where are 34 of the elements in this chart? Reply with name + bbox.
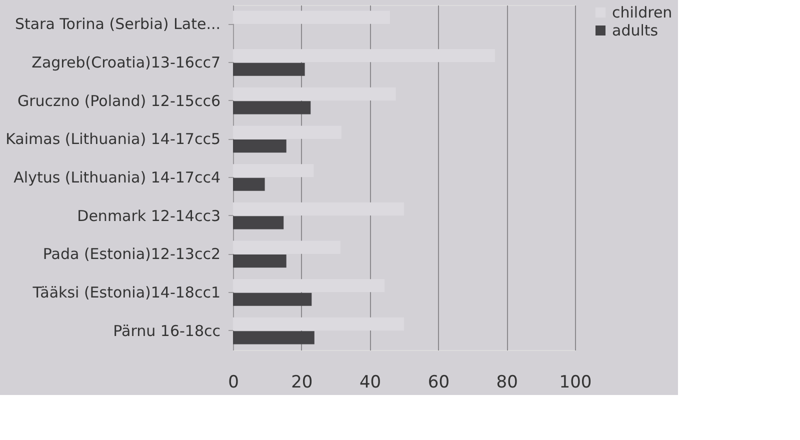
x-tick-label: 60	[428, 372, 450, 392]
y-tick-label: Gruczno (Poland) 12-15cc6	[17, 92, 220, 110]
bar	[233, 140, 286, 153]
bar	[233, 240, 340, 254]
x-tick-label: 100	[559, 372, 592, 392]
bar	[233, 10, 390, 24]
y-tick-label: Zagreb(Croatia)13-16cc7	[32, 54, 220, 72]
y-tick-label: Pada (Estonia)12-13cc2	[42, 245, 220, 264]
y-tick-label: Denmark 12-14cc3	[77, 206, 220, 225]
bar	[233, 331, 314, 344]
legend-label: adults	[612, 22, 658, 40]
bar	[233, 216, 284, 230]
bar	[233, 254, 286, 268]
bar	[233, 49, 495, 62]
bar	[233, 101, 311, 114]
legend-label: children	[612, 4, 672, 22]
bar	[233, 279, 385, 292]
y-tick-label: Kaimas (Lithuania) 14-17cc5	[6, 130, 220, 148]
y-tick-label: Tääksi (Estonia)14-18cc1	[32, 284, 220, 302]
x-tick-label: 0	[228, 372, 239, 392]
x-tick-label: 80	[496, 372, 518, 392]
bar	[233, 292, 312, 306]
bar	[233, 126, 342, 139]
y-tick-label: Pärnu 16-18cc	[113, 322, 220, 340]
x-tick-label: 20	[291, 372, 313, 392]
bar	[233, 164, 314, 178]
y-tick-label: Stara Torina (Serbia) Late...	[14, 15, 220, 34]
bar	[233, 178, 265, 191]
bar	[233, 87, 396, 100]
bar	[233, 202, 404, 216]
x-tick-label: 40	[359, 372, 382, 392]
bar	[233, 62, 305, 76]
y-tick-label: Alytus (Lithuania) 14-17cc4	[14, 168, 220, 186]
bar	[233, 317, 404, 330]
